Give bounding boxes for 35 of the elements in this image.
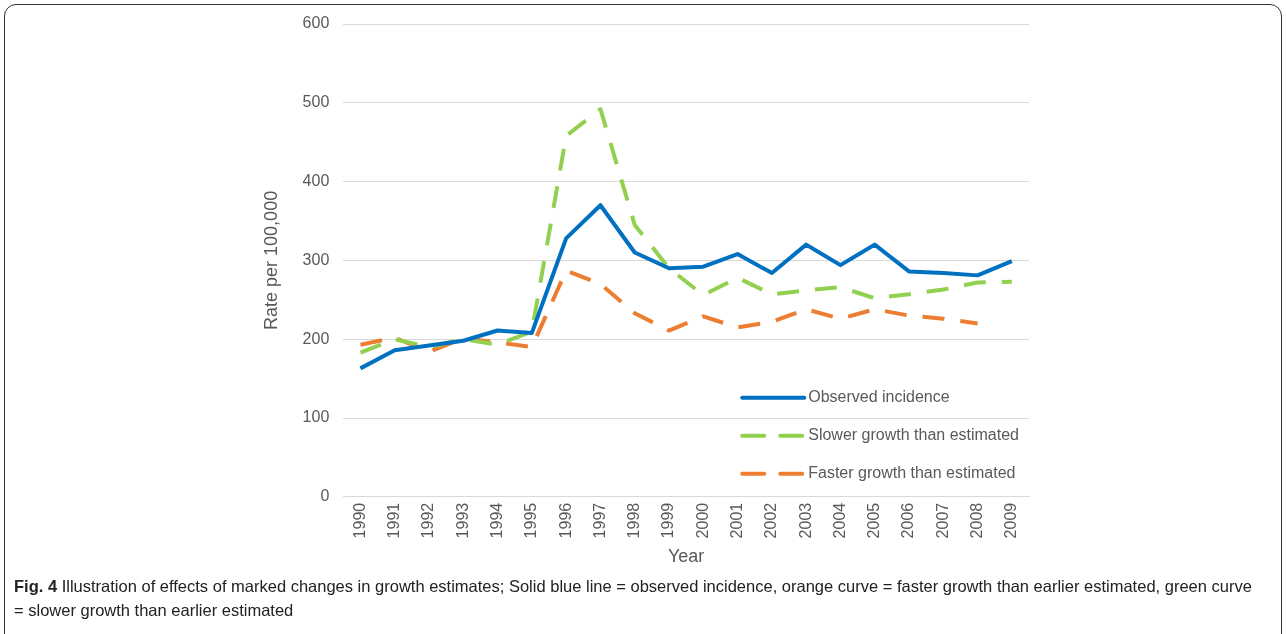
- y-tick-label: 400: [302, 172, 330, 190]
- x-tick-label: 1991: [385, 502, 403, 539]
- line-series: [358, 268, 980, 354]
- x-tick-label: 2007: [933, 502, 951, 539]
- y-tick-label: 300: [302, 250, 330, 268]
- y-axis-title: Rate per 100,000: [260, 190, 281, 330]
- x-tick-label: 2008: [967, 502, 985, 539]
- x-tick-label: 1999: [659, 502, 677, 539]
- y-tick-label: 0: [320, 487, 330, 505]
- legend-label: Observed incidence: [808, 388, 950, 406]
- x-axis-title: Year: [667, 546, 705, 567]
- legend-label: Faster growth than estimated: [808, 464, 1016, 482]
- x-tick-label: 2001: [727, 502, 745, 539]
- y-tick-label: 100: [302, 408, 330, 426]
- x-tick-label: 1992: [419, 502, 437, 539]
- x-tick-label: 2009: [1002, 502, 1020, 539]
- line-series: [358, 107, 1014, 355]
- caption: Fig. 4 Illustration of effects of marked changes in growth estimates; Solid blue line = observed incidence, orange curve = faster growth than earlier estimated, green curve = slower growth than earlier estimated: [14, 576, 1253, 621]
- x-tick-label: 2003: [796, 502, 814, 539]
- x-tick-label: 1993: [453, 502, 471, 539]
- x-tick-label: 2005: [865, 502, 883, 539]
- legend-label: Slower growth than estimated: [808, 426, 1020, 444]
- x-tick-label: 1996: [556, 502, 574, 539]
- x-tick-label: 2002: [762, 502, 780, 539]
- x-tick-label: 1990: [350, 502, 368, 539]
- x-tick-label: 1994: [487, 502, 505, 539]
- x-tick-label: 2004: [830, 502, 848, 539]
- y-tick-label: 600: [302, 14, 330, 32]
- y-tick-label: 200: [302, 329, 330, 347]
- y-tick-label: 500: [302, 93, 330, 111]
- x-tick-label: 2006: [899, 502, 917, 539]
- x-tick-label: 2000: [693, 502, 711, 539]
- x-tick-label: 1998: [625, 502, 643, 539]
- x-tick-label: 1995: [522, 502, 540, 539]
- x-tick-label: 1997: [590, 502, 608, 539]
